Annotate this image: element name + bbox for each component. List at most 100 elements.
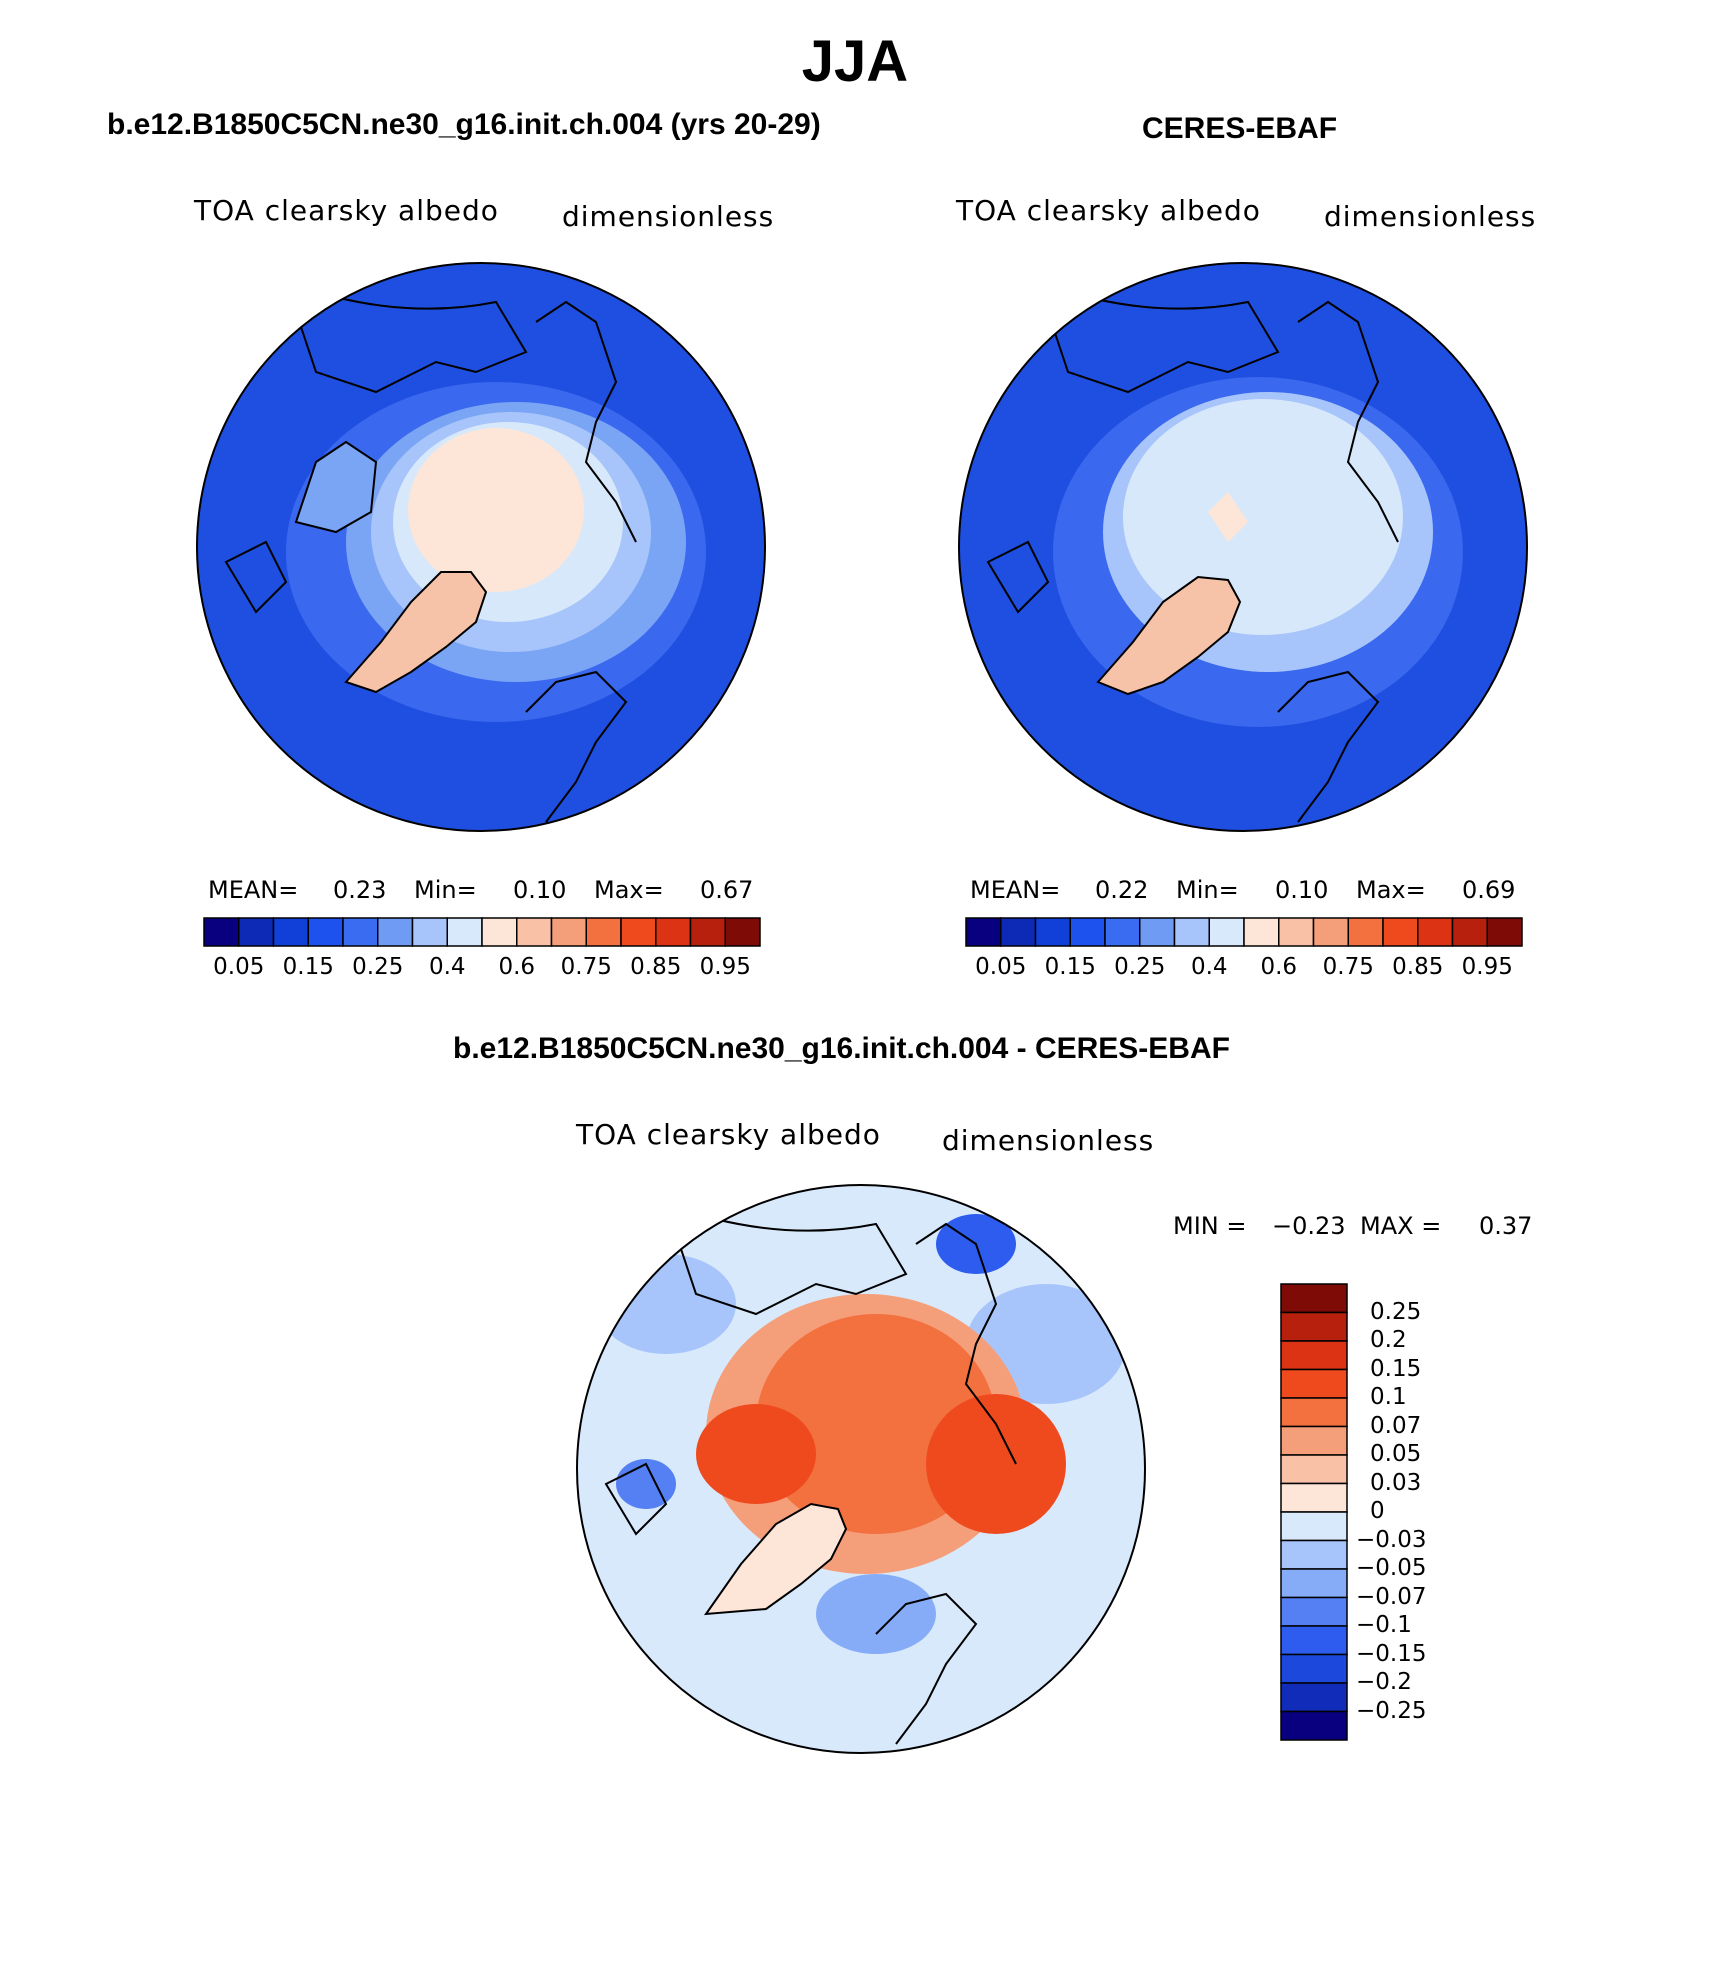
difference-max-value: 0.37	[1479, 1212, 1533, 1240]
panel-1-max-value: 0.67	[700, 876, 754, 904]
difference-variable-label: TOA clearsky albedo	[576, 1118, 881, 1151]
colorbar-swatch	[1280, 1625, 1348, 1656]
panel-1-title: b.e12.B1850C5CN.ne30_g16.init.ch.004 (yr…	[107, 108, 821, 141]
panel-2-min-value: 0.10	[1275, 876, 1329, 904]
colorbar-swatch	[1280, 1653, 1348, 1684]
panel-1-colorbar	[203, 917, 761, 947]
colorbar-tick-label: 0.05	[1370, 1441, 1422, 1467]
colorbar-swatch	[1486, 917, 1523, 947]
colorbar-tick-label: 0.2	[1370, 1327, 1407, 1353]
colorbar-swatch	[411, 917, 448, 947]
colorbar-swatch	[689, 917, 726, 947]
colorbar-swatch	[1278, 917, 1315, 947]
difference-colorbar	[1280, 1283, 1348, 1741]
panel-1-colorbar-labels: 0.05 0.15 0.25 0.4 0.6 0.75 0.85 0.95	[204, 954, 760, 984]
colorbar-tick-label: 0.95	[699, 954, 751, 980]
colorbar-tick-label: −0.25	[1356, 1697, 1427, 1724]
colorbar-swatch	[1243, 917, 1280, 947]
difference-min-value: −0.23	[1272, 1212, 1346, 1240]
colorbar-swatch	[1382, 917, 1419, 947]
colorbar-swatch	[1280, 1311, 1348, 1342]
colorbar-tick-label: 0.05	[213, 954, 265, 980]
figure-title: JJA	[801, 29, 909, 94]
colorbar-tick-label: 0.95	[1461, 954, 1513, 980]
colorbar-swatch	[1208, 917, 1245, 947]
colorbar-tick-label: −0.03	[1356, 1526, 1427, 1553]
difference-polar-map	[576, 1184, 1146, 1754]
colorbar-tick-label: 0.6	[498, 954, 536, 980]
panel-2-min-label: Min=	[1176, 876, 1239, 904]
colorbar-swatch	[342, 917, 379, 947]
colorbar-tick-label: −0.15	[1356, 1640, 1427, 1667]
colorbar-tick-label: 0.1	[1370, 1384, 1407, 1410]
colorbar-swatch	[655, 917, 692, 947]
colorbar-tick-label: 0.15	[1370, 1355, 1422, 1382]
colorbar-swatch	[1280, 1283, 1348, 1314]
panel-2-max-label: Max=	[1356, 876, 1426, 904]
panel-2-polar-map	[958, 262, 1528, 832]
colorbar-swatch	[1280, 1710, 1348, 1741]
difference-colorbar-labels: 0.25 0.2 0.15 0.1 0.07 0.05 0.03 0 −0.03 −0.05 −0.…	[1356, 1284, 1496, 1740]
colorbar-swatch	[1000, 917, 1037, 947]
panel-1-units-label: dimensionless	[562, 200, 775, 233]
colorbar-swatch	[550, 917, 587, 947]
colorbar-swatch	[1417, 917, 1454, 947]
colorbar-tick-label: 0.4	[1190, 954, 1228, 980]
colorbar-tick-label: 0	[1370, 1498, 1385, 1524]
difference-title: b.e12.B1850C5CN.ne30_g16.init.ch.004 - C…	[453, 1032, 1230, 1065]
colorbar-tick-label: 0.25	[1370, 1298, 1422, 1325]
colorbar-swatch	[1280, 1539, 1348, 1570]
panel-1-mean-value: 0.23	[333, 876, 387, 904]
colorbar-swatch	[1347, 917, 1384, 947]
colorbar-swatch	[1280, 1425, 1348, 1456]
colorbar-tick-label: 0.07	[1370, 1412, 1422, 1439]
difference-max-label: MAX =	[1360, 1212, 1442, 1240]
panel-1-max-label: Max=	[594, 876, 664, 904]
colorbar-tick-label: 0.75	[1322, 954, 1374, 980]
panel-2-colorbar-labels: 0.05 0.15 0.25 0.4 0.6 0.75 0.85 0.95	[966, 954, 1522, 984]
colorbar-swatch	[203, 917, 240, 947]
sea-ice-cap	[408, 428, 584, 592]
colorbar-tick-label: 0.15	[282, 954, 334, 980]
colorbar-swatch	[1312, 917, 1349, 947]
colorbar-swatch	[1280, 1596, 1348, 1627]
greenland	[344, 571, 488, 694]
colorbar-swatch	[307, 917, 344, 947]
colorbar-swatch	[446, 917, 483, 947]
colorbar-swatch	[585, 917, 622, 947]
colorbar-swatch	[1069, 917, 1106, 947]
colorbar-tick-label: 0.03	[1370, 1469, 1422, 1496]
colorbar-tick-label: 0.4	[428, 954, 466, 980]
colorbar-swatch	[724, 917, 761, 947]
panel-2-variable-label: TOA clearsky albedo	[956, 194, 1261, 227]
colorbar-tick-label: 0.15	[1044, 954, 1096, 980]
colorbar-swatch	[1280, 1682, 1348, 1713]
colorbar-swatch	[1280, 1482, 1348, 1513]
panel-2-colorbar	[965, 917, 1523, 947]
colorbar-tick-label: −0.2	[1356, 1669, 1412, 1695]
panel-1-min-value: 0.10	[513, 876, 567, 904]
colorbar-tick-label: −0.07	[1356, 1583, 1427, 1610]
panel-1-variable-label: TOA clearsky albedo	[194, 194, 499, 227]
greenland	[1096, 575, 1242, 696]
colorbar-swatch	[1280, 1511, 1348, 1542]
colorbar-tick-label: −0.1	[1356, 1612, 1412, 1638]
panel-2-mean-value: 0.22	[1095, 876, 1149, 904]
sea-ice	[1123, 399, 1403, 635]
colorbar-swatch	[965, 917, 1002, 947]
colorbar-swatch	[1280, 1397, 1348, 1428]
panel-1-polar-map	[196, 262, 766, 832]
colorbar-swatch	[1280, 1340, 1348, 1371]
colorbar-tick-label: 0.25	[1114, 954, 1166, 980]
difference-min-label: MIN =	[1173, 1212, 1247, 1240]
colorbar-swatch	[620, 917, 657, 947]
colorbar-swatch	[1451, 917, 1488, 947]
panel-1-mean-label: MEAN=	[208, 876, 299, 904]
colorbar-tick-label: 0.85	[1392, 954, 1444, 980]
panel-2-units-label: dimensionless	[1324, 200, 1537, 233]
panel-1-min-label: Min=	[414, 876, 477, 904]
colorbar-swatch	[377, 917, 414, 947]
panel-2-mean-label: MEAN=	[970, 876, 1061, 904]
colorbar-swatch	[1280, 1568, 1348, 1599]
colorbar-swatch	[1034, 917, 1071, 947]
